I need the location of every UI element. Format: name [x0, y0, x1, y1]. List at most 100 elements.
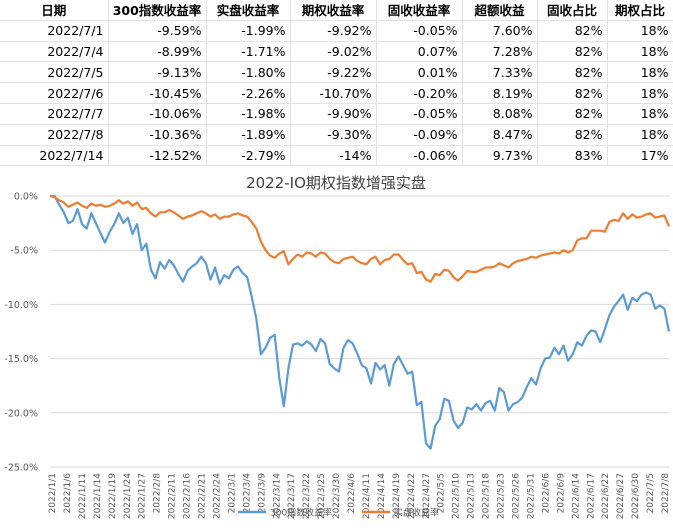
table-cell: 18% — [607, 82, 673, 104]
table-cell: 83% — [537, 145, 608, 167]
column-header: 日期 — [0, 0, 109, 21]
table-row: 2022/7/8 -10.36% -1.89% -9.30% -0.09% 8.47% 82… — [0, 124, 673, 146]
table-cell: 2022/7/1 — [0, 20, 109, 42]
column-header: 实盘收益率 — [206, 0, 291, 21]
column-header: 期权收益率 — [290, 0, 377, 21]
x-tick-label: 2022/4/19 — [392, 473, 402, 519]
table-cell: 2022/7/5 — [0, 61, 109, 84]
y-axis-ticks: 0.0% -5.0% -10.0% -15.0% -20.0% -25.0% — [4, 192, 38, 474]
table-cell: -10.45% — [108, 82, 207, 104]
table-cell: 82% — [537, 41, 608, 63]
table-cell: 2022/7/4 — [0, 41, 109, 63]
table-cell: -2.79% — [206, 145, 291, 167]
column-header: 期权占比 — [607, 0, 673, 21]
x-tick-label: 2022/6/22 — [601, 473, 611, 519]
table-cell: -1.98% — [206, 103, 291, 125]
table-cell: 18% — [607, 124, 673, 146]
legend-label: 实盘收益率 — [394, 507, 439, 519]
series-lines — [49, 194, 671, 450]
table-cell: 8.47% — [462, 124, 538, 146]
table-cell: -0.06% — [376, 145, 463, 167]
column-header: 超额收益 — [462, 0, 538, 21]
column-header: 固收收益率 — [376, 0, 463, 21]
x-tick-label: 2022/3/9 — [257, 473, 267, 514]
table-cell: -10.70% — [290, 82, 377, 104]
table-cell: -2.26% — [206, 82, 291, 104]
x-tick-label: 2022/5/26 — [512, 473, 522, 519]
x-tick-label: 2022/1/14 — [93, 473, 103, 519]
table-cell: -1.71% — [206, 41, 291, 63]
table-cell: -14% — [290, 145, 377, 167]
table-cell: -8.99% — [108, 41, 207, 63]
line-chart: 2022-IO期权指数增强实盘 0.0% -5.0% -10.0% -15.0% -20… — [4, 174, 671, 519]
x-tick-label: 2022/5/18 — [482, 473, 492, 519]
x-tick-label: 2022/3/14 — [272, 473, 282, 519]
table-cell: -9.13% — [108, 61, 207, 84]
x-tick-label: 2022/2/16 — [183, 473, 193, 519]
table-header-row: 日期 300指数收益率 实盘收益率 期权收益率 固收收益率 超额收益 固收占比 期权占比 — [0, 0, 673, 21]
x-tick-label: 2022/1/11 — [78, 473, 88, 519]
x-tick-label: 2022/6/17 — [586, 473, 596, 519]
x-tick-label: 2022/1/24 — [123, 473, 133, 519]
y-tick-label: -20.0% — [4, 408, 38, 419]
y-tick-label: -10.0% — [4, 300, 38, 311]
table-cell: 82% — [537, 82, 608, 104]
table-cell: 0.07% — [376, 41, 463, 63]
table-cell: -1.89% — [206, 124, 291, 146]
x-tick-label: 2022/5/10 — [452, 473, 462, 519]
table-cell: 7.60% — [462, 20, 538, 42]
table-cell: 2022/7/7 — [0, 103, 109, 125]
x-tick-label: 2022/1/27 — [138, 473, 148, 519]
table-cell: 18% — [607, 61, 673, 84]
table-row: 2022/7/6 -10.45% -2.26% -10.70% -0.20% 8.19% 8… — [0, 82, 673, 104]
table-cell: -0.05% — [376, 103, 463, 125]
x-tick-label: 2022/4/22 — [407, 473, 417, 519]
table-row: 2022/7/7 -10.06% -1.98% -9.90% -0.05% 8.08% 82… — [0, 103, 673, 125]
x-tick-label: 2022/1/19 — [108, 473, 118, 519]
table-cell: -9.59% — [108, 20, 207, 42]
table-cell: 8.19% — [462, 82, 538, 104]
table-cell: 9.73% — [462, 145, 538, 167]
x-tick-label: 2022/4/27 — [422, 473, 432, 519]
table-row: 2022/7/14 -12.52% -2.79% -14% -0.06% 9.73% 83%… — [0, 145, 673, 167]
x-tick-label: 2022/2/8 — [153, 473, 163, 514]
y-tick-label: -15.0% — [4, 354, 38, 365]
legend: 300指数收益率 实盘收益率 — [238, 507, 439, 519]
table-cell: -12.52% — [108, 145, 207, 167]
table-cell: -9.30% — [290, 124, 377, 146]
x-tick-label: 2022/6/27 — [616, 473, 626, 519]
y-tick-label: -25.0% — [4, 463, 38, 474]
table-cell: 18% — [607, 103, 673, 125]
x-tick-label: 2022/2/11 — [168, 473, 178, 519]
table-cell: 17% — [607, 145, 673, 167]
table-cell: -0.09% — [376, 124, 463, 146]
table-cell: 82% — [537, 20, 608, 42]
table-cell: -0.05% — [376, 20, 463, 42]
table-cell: -0.20% — [376, 82, 463, 104]
x-tick-label: 2022/4/6 — [347, 473, 357, 514]
column-header: 300指数收益率 — [108, 0, 207, 21]
grid-lines — [50, 195, 669, 468]
x-tick-label: 2022/6/6 — [541, 473, 551, 514]
x-tick-label: 2022/7/8 — [661, 473, 671, 514]
x-tick-label: 2022/7/5 — [646, 473, 656, 513]
x-tick-label: 2022/4/14 — [377, 473, 387, 519]
x-tick-label: 2022/3/17 — [287, 473, 297, 519]
x-axis-ticks: 2022/1/1 2022/1/6 2022/1/11 2022/1/14 2022/1… — [48, 473, 671, 519]
x-tick-label: 2022/5/13 — [467, 473, 477, 519]
legend-label: 300指数收益率 — [270, 507, 332, 519]
y-tick-label: -5.0% — [10, 246, 38, 257]
table-cell: 82% — [537, 61, 608, 84]
table-cell: -9.92% — [290, 20, 377, 42]
x-tick-label: 2022/6/14 — [571, 473, 581, 519]
chart-title: 2022-IO期权指数增强实盘 — [246, 174, 426, 192]
table-cell: -9.02% — [290, 41, 377, 63]
column-header: 固收占比 — [537, 0, 608, 21]
series-line — [50, 194, 671, 450]
data-table: 日期 300指数收益率 实盘收益率 期权收益率 固收收益率 超额收益 固收占比 期权占比 20… — [0, 0, 673, 167]
x-tick-label: 2022/1/1 — [48, 473, 58, 513]
x-tick-label: 2022/6/9 — [556, 473, 566, 514]
table-cell: -10.36% — [108, 124, 207, 146]
table-cell: 82% — [537, 124, 608, 146]
x-tick-label: 2022/5/5 — [437, 473, 447, 513]
